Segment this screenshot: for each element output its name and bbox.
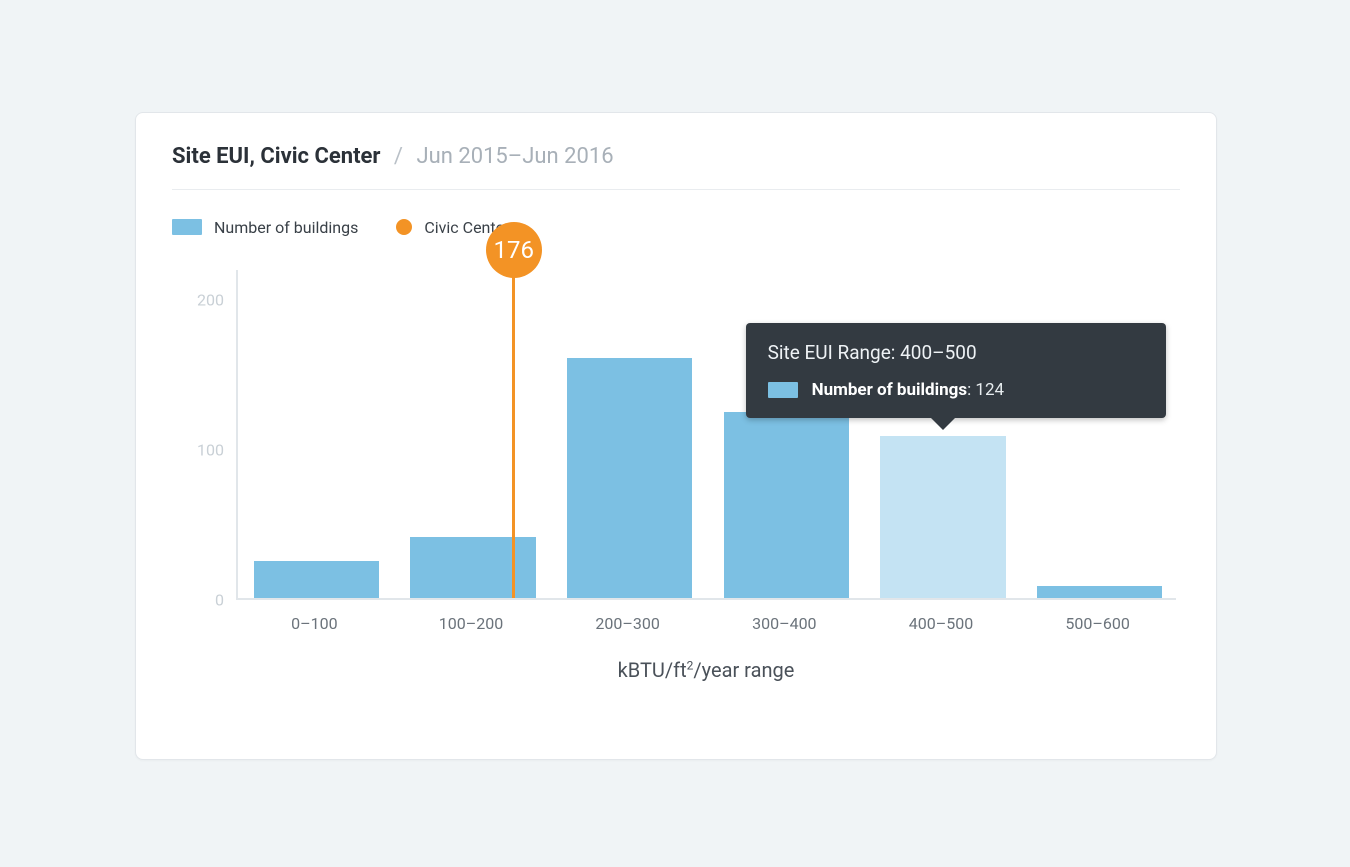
bar-series bbox=[238, 270, 1176, 598]
bar-slot[interactable] bbox=[238, 270, 395, 598]
y-axis: 0100200 bbox=[172, 270, 236, 600]
histogram-bar[interactable] bbox=[1037, 586, 1162, 598]
histogram-bar[interactable] bbox=[254, 561, 379, 599]
histogram-bar[interactable] bbox=[410, 537, 535, 599]
title-daterange: Jun 2015–Jun 2016 bbox=[416, 144, 613, 169]
x-tick-label: 400–500 bbox=[863, 614, 1020, 633]
bar-slot[interactable] bbox=[395, 270, 552, 598]
y-tick-label: 200 bbox=[172, 291, 224, 310]
y-tick-label: 0 bbox=[172, 591, 224, 610]
title-main: Site EUI, Civic Center bbox=[172, 144, 380, 169]
bar-slot[interactable] bbox=[551, 270, 708, 598]
x-tick-label: 500–600 bbox=[1019, 614, 1176, 633]
tooltip-title-range: 400–500 bbox=[900, 341, 977, 364]
legend-item-buildings: Number of buildings bbox=[172, 218, 358, 237]
page-background: Site EUI, Civic Center / Jun 2015–Jun 20… bbox=[0, 0, 1350, 867]
chart-tooltip: Site EUI Range: 400–500 Number of buildi… bbox=[746, 323, 1166, 418]
x-axis-labels: 0–100100–200200–300300–400400–500500–600 bbox=[236, 608, 1176, 638]
marker-bubble: 176 bbox=[486, 222, 542, 278]
bar-slot[interactable] bbox=[1021, 270, 1178, 598]
tooltip-row: Number of buildings: 124 bbox=[768, 380, 1144, 400]
marker-value: 176 bbox=[493, 236, 533, 264]
legend-label: Number of buildings bbox=[214, 218, 358, 237]
bar-slot[interactable] bbox=[865, 270, 1022, 598]
x-tick-label: 300–400 bbox=[706, 614, 863, 633]
chart-card: Site EUI, Civic Center / Jun 2015–Jun 20… bbox=[135, 112, 1217, 760]
chart-area: 0100200 176 Site EUI Range: 400–500 bbox=[172, 270, 1180, 700]
bar-slot[interactable] bbox=[708, 270, 865, 598]
tooltip-metric-label: Number of buildings bbox=[812, 380, 967, 400]
legend-dot-icon bbox=[396, 219, 412, 235]
x-tick-label: 0–100 bbox=[236, 614, 393, 633]
legend-swatch-icon bbox=[172, 219, 202, 235]
tooltip-title-prefix: Site EUI Range: bbox=[768, 341, 901, 364]
title-separator: / bbox=[394, 144, 403, 169]
histogram-bar[interactable] bbox=[880, 436, 1005, 598]
x-axis-title: kBTU/ft2/year range bbox=[236, 658, 1176, 682]
tooltip-title: Site EUI Range: 400–500 bbox=[768, 341, 1144, 364]
card-title: Site EUI, Civic Center / Jun 2015–Jun 20… bbox=[172, 143, 1180, 190]
plot-area: 176 Site EUI Range: 400–500 Number of bu… bbox=[236, 270, 1176, 600]
chart-legend: Number of buildings Civic Center bbox=[172, 212, 1180, 242]
x-tick-label: 100–200 bbox=[393, 614, 550, 633]
x-tick-label: 200–300 bbox=[549, 614, 706, 633]
tooltip-swatch-icon bbox=[768, 382, 798, 398]
histogram-bar[interactable] bbox=[567, 358, 692, 598]
histogram-bar[interactable] bbox=[724, 412, 849, 598]
tooltip-metric-value: 124 bbox=[975, 380, 1004, 400]
y-tick-label: 100 bbox=[172, 441, 224, 460]
marker-line bbox=[512, 248, 515, 598]
